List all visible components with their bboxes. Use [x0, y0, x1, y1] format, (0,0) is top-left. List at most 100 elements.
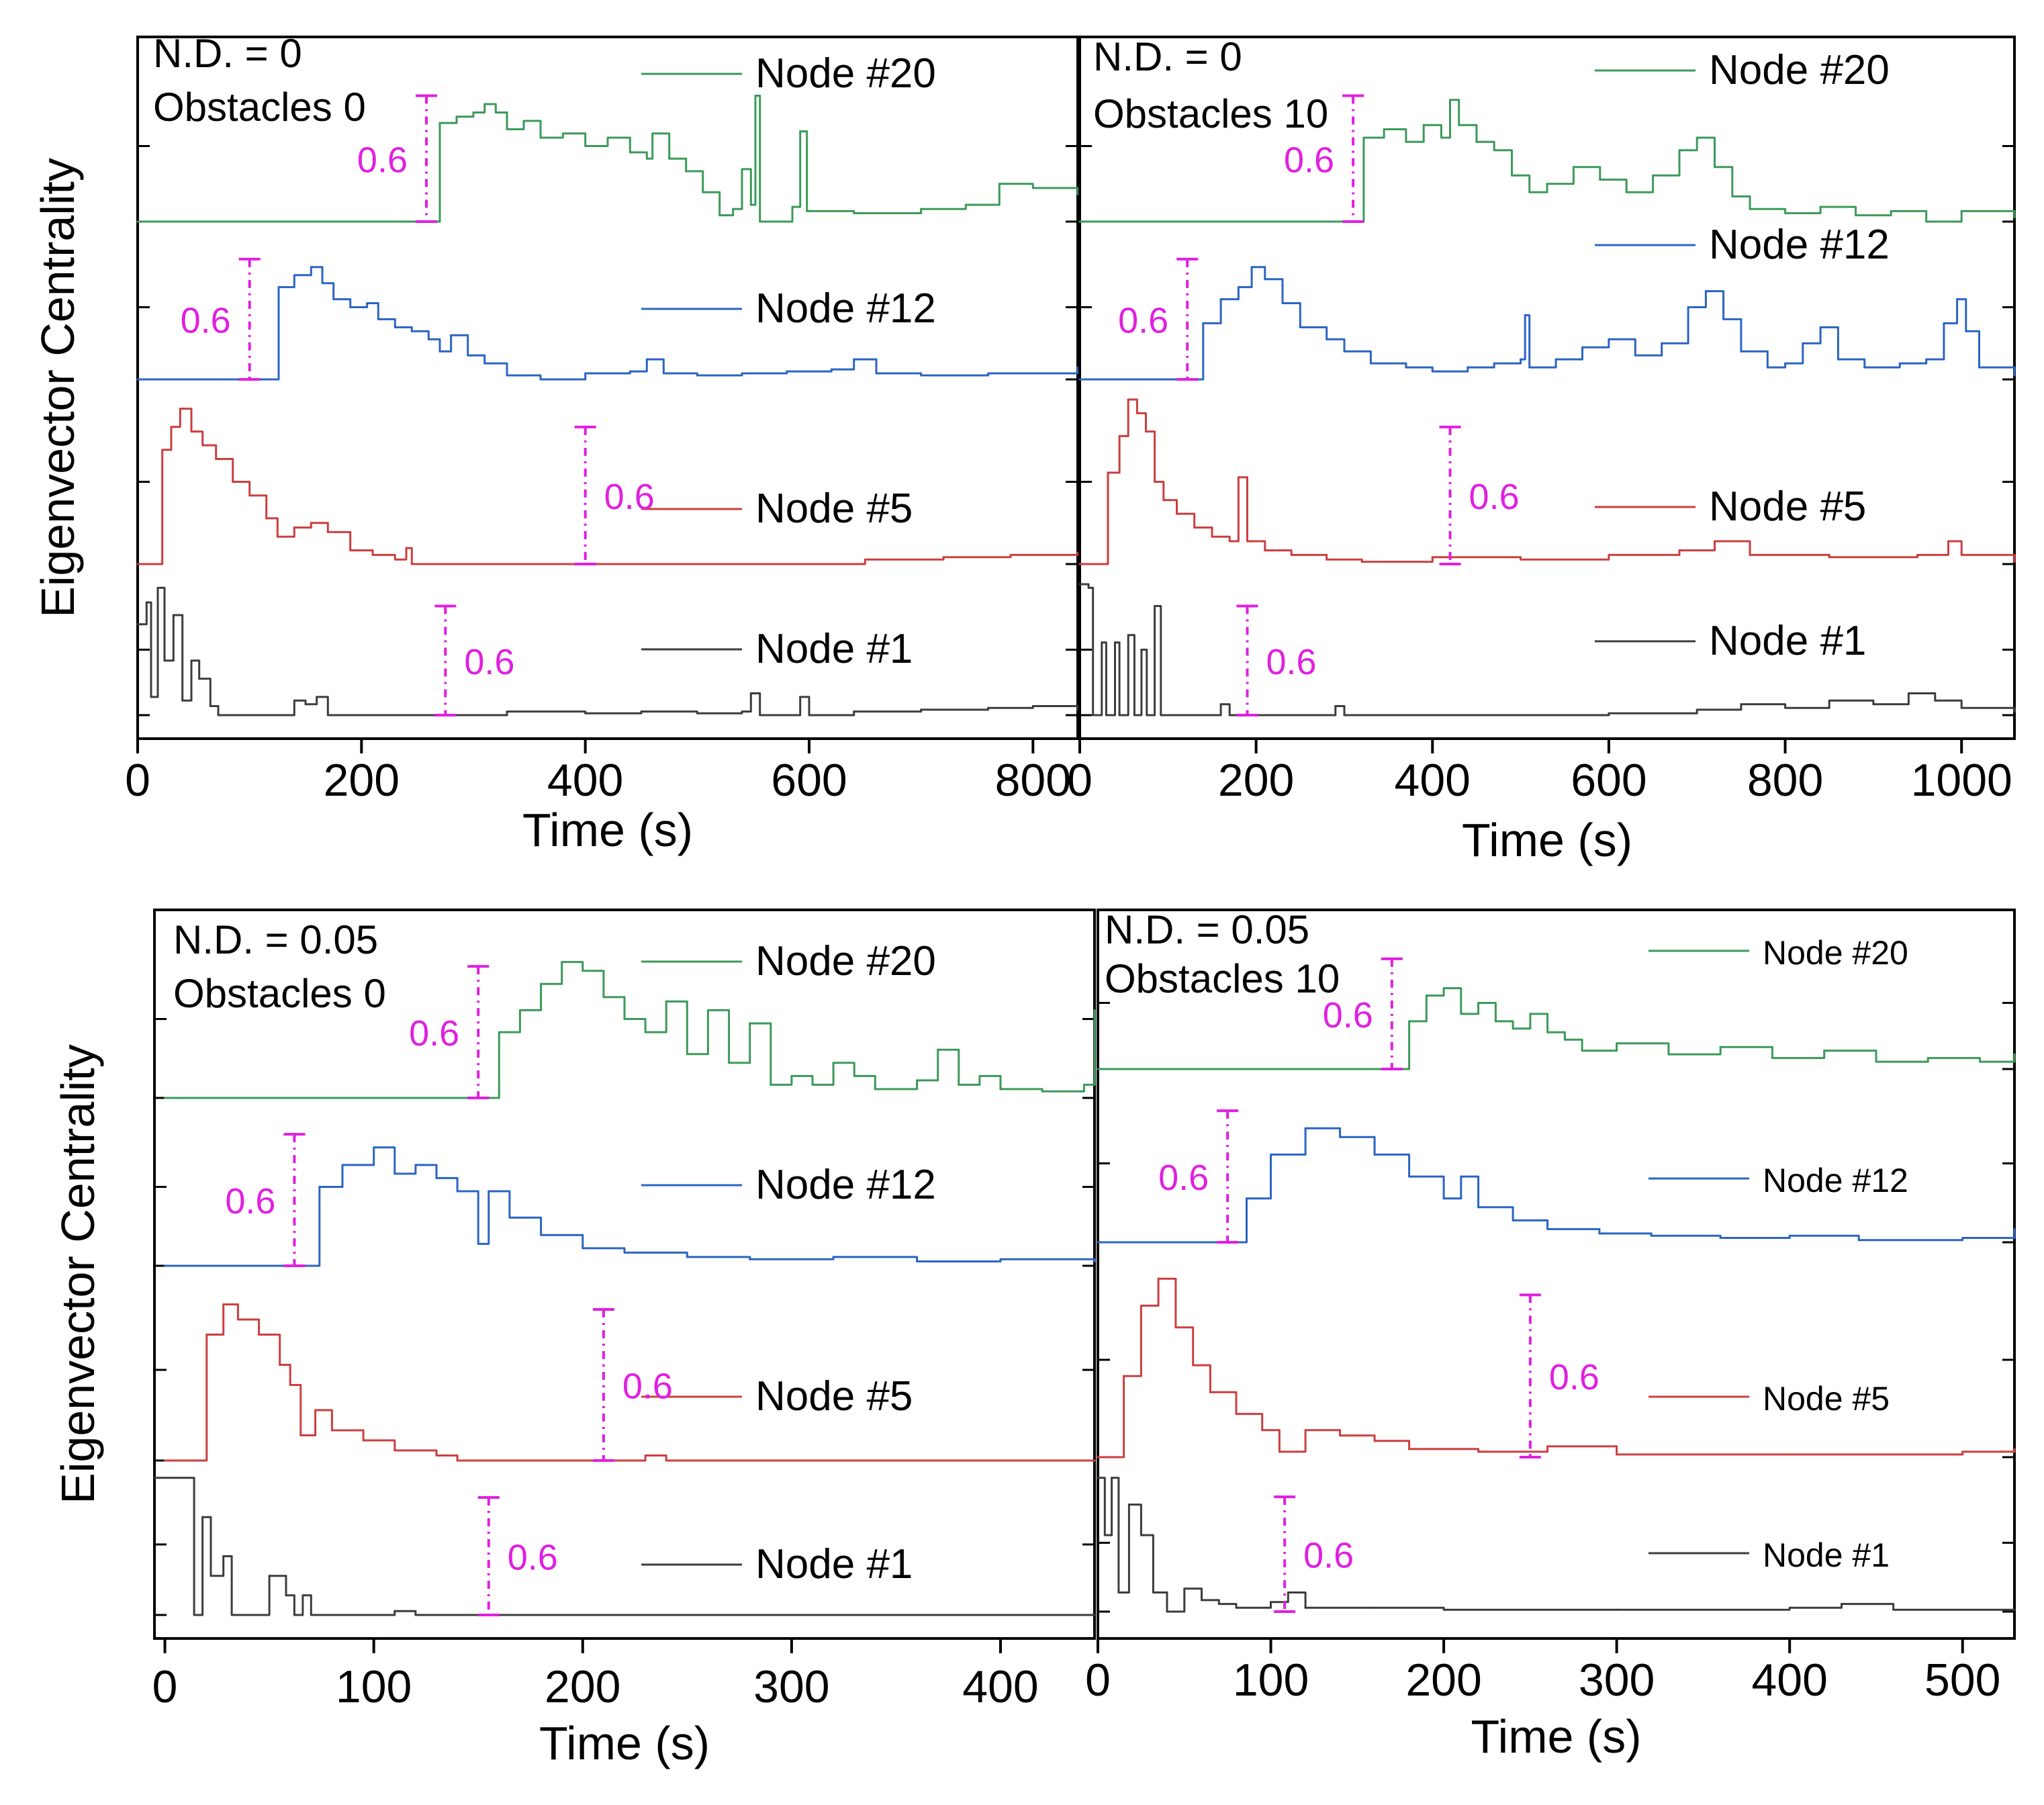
legend-label: Node #1: [1763, 1536, 1890, 1574]
data-point: [289, 1384, 291, 1386]
x-tick-label: 400: [547, 755, 623, 806]
x-axis-title: Time (s): [1471, 1710, 1641, 1763]
legend-label: Node #5: [1709, 483, 1866, 530]
data-point: [791, 205, 794, 208]
data-point: [1840, 1603, 1843, 1606]
data-point: [1211, 714, 1213, 716]
data-point: [920, 207, 923, 210]
data-point: [217, 714, 220, 716]
scale-bar-label: 0.6: [1549, 1357, 1599, 1397]
data-point: [248, 494, 251, 497]
data-point: [686, 1256, 688, 1258]
data-point: [293, 1614, 295, 1616]
data-point: [172, 614, 175, 616]
data-point: [1201, 1599, 1203, 1602]
data-point: [258, 1334, 261, 1336]
x-tick-label: 200: [1218, 755, 1294, 806]
data-point: [1916, 553, 1919, 556]
scale-bar-label: 0.6: [464, 642, 514, 682]
data-point: [205, 1334, 208, 1336]
data-point: [518, 1009, 521, 1011]
data-point: [1431, 556, 1434, 559]
scale-bar-label: 0.6: [357, 140, 408, 180]
data-point: [623, 1018, 626, 1020]
data-point: [506, 710, 508, 713]
data-point: [1890, 210, 1892, 212]
scale-bar-label: 0.6: [225, 1181, 275, 1221]
data-point: [696, 712, 698, 714]
data-point: [1872, 703, 1875, 706]
data-point: [483, 362, 486, 365]
series-line-12: [1080, 266, 2016, 381]
data-point: [662, 372, 665, 375]
data-point: [181, 699, 184, 702]
data-point: [301, 1594, 304, 1597]
data-point: [651, 132, 654, 135]
data-point: [1304, 1127, 1307, 1129]
x-tick-label: 0: [1085, 1655, 1111, 1706]
data-point: [1235, 1606, 1238, 1609]
data-point: [539, 378, 542, 381]
data-point: [215, 457, 218, 460]
data-point: [1238, 1241, 1241, 1244]
data-point: [1616, 1042, 1618, 1045]
data-point: [1304, 1606, 1307, 1609]
data-point: [136, 563, 139, 565]
data-point: [1784, 362, 1787, 365]
x-axis-title: Time (s): [522, 804, 693, 856]
data-point: [1667, 1053, 1670, 1056]
data-point: [276, 535, 279, 538]
data-point: [920, 374, 923, 377]
data-point: [1197, 378, 1200, 381]
scale-bar-label: 0.6: [1323, 995, 1373, 1035]
data-point: [1960, 553, 1963, 556]
data-point: [702, 191, 704, 193]
x-tick-label: 200: [1405, 1655, 1481, 1706]
data-point: [1608, 712, 1610, 714]
data-point: [780, 220, 782, 223]
legend-label: Node #20: [1709, 47, 1890, 93]
data-point: [293, 699, 295, 702]
data-point: [371, 553, 374, 556]
data-point: [1828, 699, 1830, 702]
data-point: [1343, 714, 1346, 716]
data-point: [1183, 1587, 1186, 1590]
data-point: [916, 1079, 919, 1082]
data-point: [1270, 1601, 1272, 1604]
data-point: [435, 1176, 438, 1179]
data-point: [1103, 563, 1106, 565]
data-point: [1892, 1608, 1895, 1611]
data-point: [373, 1146, 375, 1149]
data-point: [414, 1614, 417, 1616]
data-point: [732, 207, 735, 210]
data-point: [987, 372, 990, 375]
data-point: [2013, 1228, 2016, 1230]
y-axis-title: Eigenvector Centrality: [32, 158, 84, 618]
data-point: [1563, 1038, 1566, 1041]
scale-bar-label: 0.6: [1469, 477, 1520, 517]
data-point: [1373, 1606, 1376, 1609]
annotation-text: Obstacles 0: [153, 85, 366, 130]
data-point: [1343, 350, 1346, 353]
data-point: [170, 426, 173, 428]
data-point: [1925, 220, 1928, 223]
data-point: [164, 1264, 167, 1267]
data-point: [582, 1247, 584, 1250]
data-point: [310, 266, 312, 269]
data-point: [1823, 1050, 1826, 1052]
data-point: [696, 374, 698, 377]
chart-panel-2: 0 200 400 600 800 1000 Time (s) N.D. = 0 Obstacl…: [1067, 34, 2016, 866]
data-point: [1092, 714, 1095, 716]
data-point: [1404, 1068, 1407, 1070]
data-point: [958, 1083, 960, 1086]
scale-bar-label: 0.6: [508, 1538, 558, 1578]
y-axis-title: Eigenvector Centrality: [52, 1044, 104, 1504]
data-point: [1154, 481, 1156, 483]
data-point: [314, 1409, 317, 1411]
data-point: [1093, 1260, 1096, 1262]
annotation-text: N.D. = 0.05: [173, 917, 378, 962]
x-tick-label: 300: [753, 1661, 829, 1712]
data-point: [1261, 1429, 1264, 1432]
data-point: [1157, 1277, 1160, 1280]
data-point: [1766, 366, 1769, 369]
